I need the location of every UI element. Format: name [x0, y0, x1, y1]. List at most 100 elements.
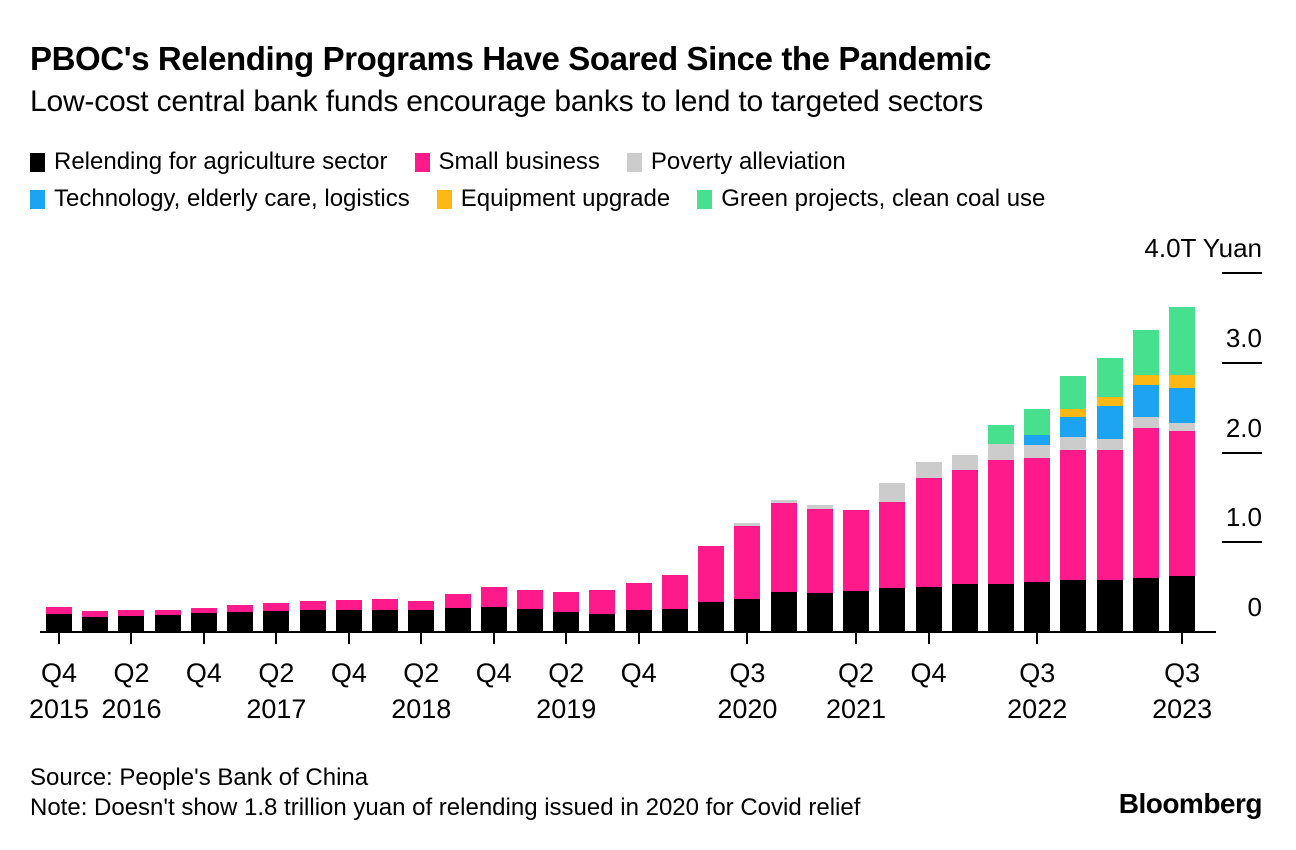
x-tick-label-quarter: Q2 [258, 658, 295, 688]
x-axis-tick-q2-2016 [130, 633, 133, 644]
legend-swatch-agriculture [30, 152, 45, 172]
bloomberg-logo: Bloomberg [1118, 788, 1263, 819]
bar-segment-small-business-q1-2017 [227, 605, 254, 613]
bar-segment-poverty-alleviation-q1-2023 [1096, 439, 1123, 450]
source-text: Source: People's Bank of China [30, 764, 369, 791]
chart-subtitle: Low-cost central bank funds encourage ba… [30, 85, 984, 118]
bar-segment-green-projects-q2-2022 [987, 424, 1014, 445]
bar-segment-agriculture-q2-2021 [843, 590, 870, 632]
bar-segment-poverty-alleviation-q3-2022 [1024, 445, 1051, 458]
x-axis-tick-q4 [637, 633, 640, 644]
legend-label-green-projects: Green projects, clean coal use [721, 185, 1046, 212]
y-tick-label-1: 1.0 [1225, 502, 1262, 533]
y-tick-label-4: 4.0T Yuan [1144, 233, 1262, 263]
x-axis-tick-q2-2021 [855, 633, 858, 644]
bar-segment-small-business-q4-2016 [190, 607, 217, 614]
bar-segment-small-business-q4-2021 [915, 477, 942, 588]
bar-segment-green-projects-q2-2023 [1132, 330, 1159, 376]
bar-segment-small-business-q2-2021 [843, 509, 870, 591]
bar-segment-small-business-q3-2023 [1169, 430, 1196, 577]
bar-segment-small-business-q4-2020 [770, 502, 797, 592]
bar-segment-technology-elderly-logistics-q1-2023 [1096, 405, 1123, 440]
y-tick-label-3: 3.0 [1225, 322, 1262, 353]
bar-segment-agriculture-q2-2022 [987, 583, 1014, 632]
bar-segment-poverty-alleviation-q3-2021 [879, 483, 906, 502]
x-tick-label-year: 2021 [826, 694, 887, 724]
bar-segment-agriculture-q1-2018 [372, 609, 399, 632]
bar-segment-poverty-alleviation-q1-2022 [951, 455, 978, 470]
bar-segment-agriculture-q2-2018 [408, 609, 435, 632]
legend-item-agriculture: Relending for agriculture sector [30, 148, 388, 176]
bar-segment-agriculture-q4-2022 [1060, 579, 1087, 632]
bar-segment-small-business-q2-2017 [263, 603, 290, 612]
bar-segment-small-business-q1-2019 [516, 589, 543, 609]
y-axis-tick-3 [1222, 361, 1262, 364]
x-axis-tick-q2-2019 [565, 633, 568, 644]
bar-segment-agriculture-q2-2023 [1132, 578, 1159, 632]
bar-segment-small-business-q2-2022 [987, 459, 1014, 584]
bar-segment-green-projects-q1-2023 [1096, 358, 1123, 397]
bar-segment-green-projects-q3-2023 [1169, 307, 1196, 376]
bar-segment-agriculture-q4-2017 [335, 609, 362, 632]
bar-segment-agriculture-q3-2018 [444, 607, 471, 632]
x-tick-label-year: 2016 [101, 694, 162, 724]
x-tick-label-year: 2020 [717, 694, 778, 724]
x-tick-label-year: 2015 [28, 694, 90, 724]
legend-item-green-projects: Green projects, clean coal use [697, 185, 1045, 213]
x-tick-label-year: 2018 [391, 694, 452, 724]
x-tick-label-quarter: Q4 [330, 658, 367, 688]
x-axis-line [40, 631, 1216, 633]
bar-segment-green-projects-q4-2022 [1060, 376, 1087, 409]
bar-segment-small-business-q3-2020 [734, 526, 761, 599]
x-tick-label-quarter: Q4 [910, 658, 947, 688]
bar-segment-small-business-q2-2023 [1132, 428, 1159, 579]
y-axis-tick-1 [1222, 541, 1262, 544]
legend-label-poverty-alleviation: Poverty alleviation [650, 148, 846, 175]
bar-segment-small-business-q1-2021 [806, 509, 833, 594]
bar-segment-technology-elderly-logistics-q2-2023 [1132, 385, 1159, 417]
bar-segment-poverty-alleviation-q4-2021 [915, 462, 942, 478]
x-axis-tick-q4 [347, 633, 350, 644]
x-axis-tick-q3-2022 [1036, 633, 1039, 644]
bar-segment-poverty-alleviation-q2-2022 [987, 444, 1014, 460]
bar-segment-small-business-q3-2018 [444, 594, 471, 608]
x-tick-label-quarter: Q4 [185, 658, 222, 688]
x-axis-tick-q3-2023 [1181, 633, 1184, 644]
bar-segment-agriculture-q1-2016 [82, 616, 109, 632]
bar-segment-equipment-upgrade-q1-2023 [1096, 396, 1123, 406]
bar-segment-agriculture-q1-2021 [806, 593, 833, 632]
legend-swatch-green-projects [697, 189, 713, 209]
bar-segment-small-business-q2-2016 [118, 609, 145, 616]
bar-segment-agriculture-q4-2021 [915, 587, 942, 632]
bar-segment-poverty-alleviation-q3-2023 [1169, 422, 1196, 431]
bar-segment-poverty-alleviation-q4-2020 [770, 500, 797, 503]
bar-segment-agriculture-q3-2023 [1169, 576, 1196, 632]
legend-row-2: Technology, elderly care, logistics Equip… [30, 185, 1045, 213]
x-tick-label-year: 2022 [1007, 694, 1068, 724]
bar-segment-agriculture-q4-2015 [46, 614, 72, 632]
bar-segment-agriculture-q4-2018 [480, 606, 507, 632]
legend-swatch-poverty-alleviation [626, 152, 642, 172]
bar-segment-agriculture-q3-2020 [734, 598, 761, 632]
bar-segment-small-business-q2-2019 [553, 591, 580, 613]
bar-segment-small-business-q1-2022 [951, 469, 978, 584]
legend-item-small-business: Small business [414, 148, 600, 176]
legend-row-1: Relending for agriculture sector Small bu… [30, 148, 846, 176]
legend-swatch-equipment-upgrade [436, 189, 452, 209]
y-tick-label-2: 2.0 [1225, 412, 1262, 443]
bar-segment-equipment-upgrade-q3-2023 [1169, 375, 1196, 388]
legend-item-equipment-upgrade: Equipment upgrade [436, 185, 670, 213]
bar-segment-small-business-q4-2019 [625, 582, 652, 610]
x-tick-label-year: 2019 [536, 694, 597, 724]
bar-segment-small-business-q1-2016 [82, 611, 109, 617]
bar-segment-equipment-upgrade-q4-2022 [1060, 408, 1087, 417]
x-tick-label-year: 2023 [1152, 694, 1213, 724]
bar-segment-technology-elderly-logistics-q3-2023 [1169, 387, 1196, 423]
x-axis-tick-q4 [927, 633, 930, 644]
bar-segment-agriculture-q3-2016 [154, 614, 181, 632]
bar-segment-small-business-q2-2018 [408, 600, 435, 610]
x-tick-label-quarter: Q2 [838, 658, 875, 688]
bar-segment-small-business-q3-2022 [1024, 457, 1051, 582]
bar-segment-agriculture-q4-2016 [190, 613, 217, 632]
